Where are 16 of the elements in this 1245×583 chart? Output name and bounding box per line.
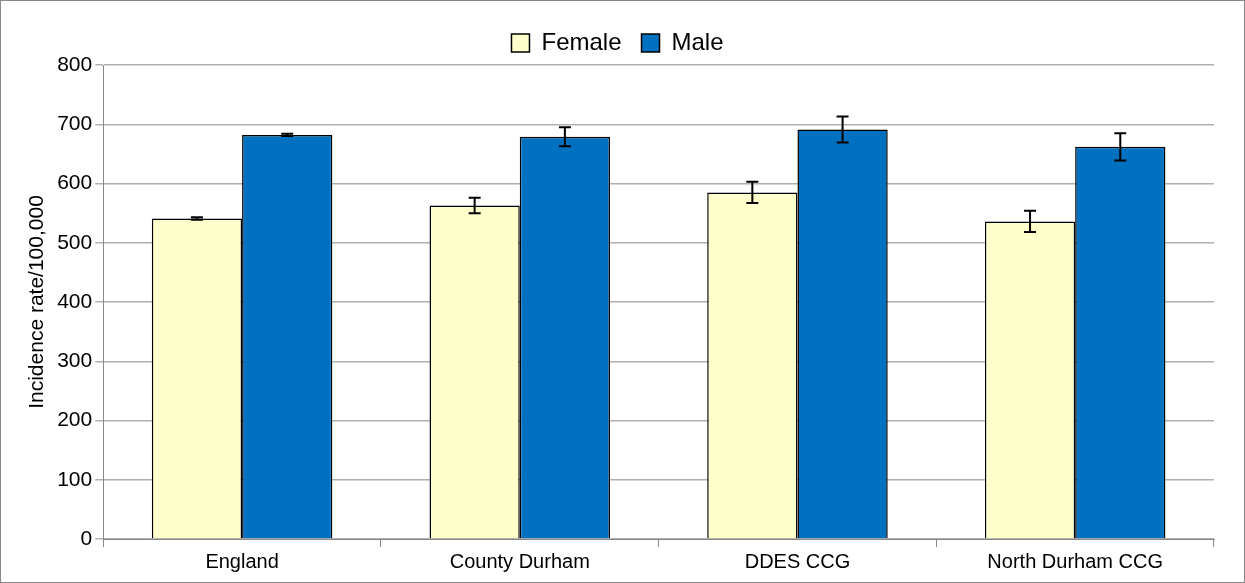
y-tick-label: 500 (57, 229, 93, 253)
y-tick-label: 0 (80, 525, 93, 549)
y-tick-label: 400 (57, 288, 93, 312)
y-tick-label: 600 (57, 170, 93, 194)
y-tick-label: 700 (57, 111, 93, 135)
y-tick-label: 800 (57, 51, 93, 75)
x-tick-label: County Durham (449, 549, 590, 572)
legend-label: Female (541, 27, 622, 55)
legend-label: Male (671, 27, 724, 55)
x-tick-label: North Durham CCG (987, 549, 1163, 572)
y-tick-label: 300 (57, 348, 93, 372)
y-tick-label: 100 (57, 466, 93, 490)
y-axis-title: Incidence rate/100,000 (24, 195, 48, 409)
x-tick-label: England (205, 549, 279, 572)
x-tick-label: DDES CCG (744, 549, 851, 572)
y-tick-label: 200 (57, 407, 93, 431)
